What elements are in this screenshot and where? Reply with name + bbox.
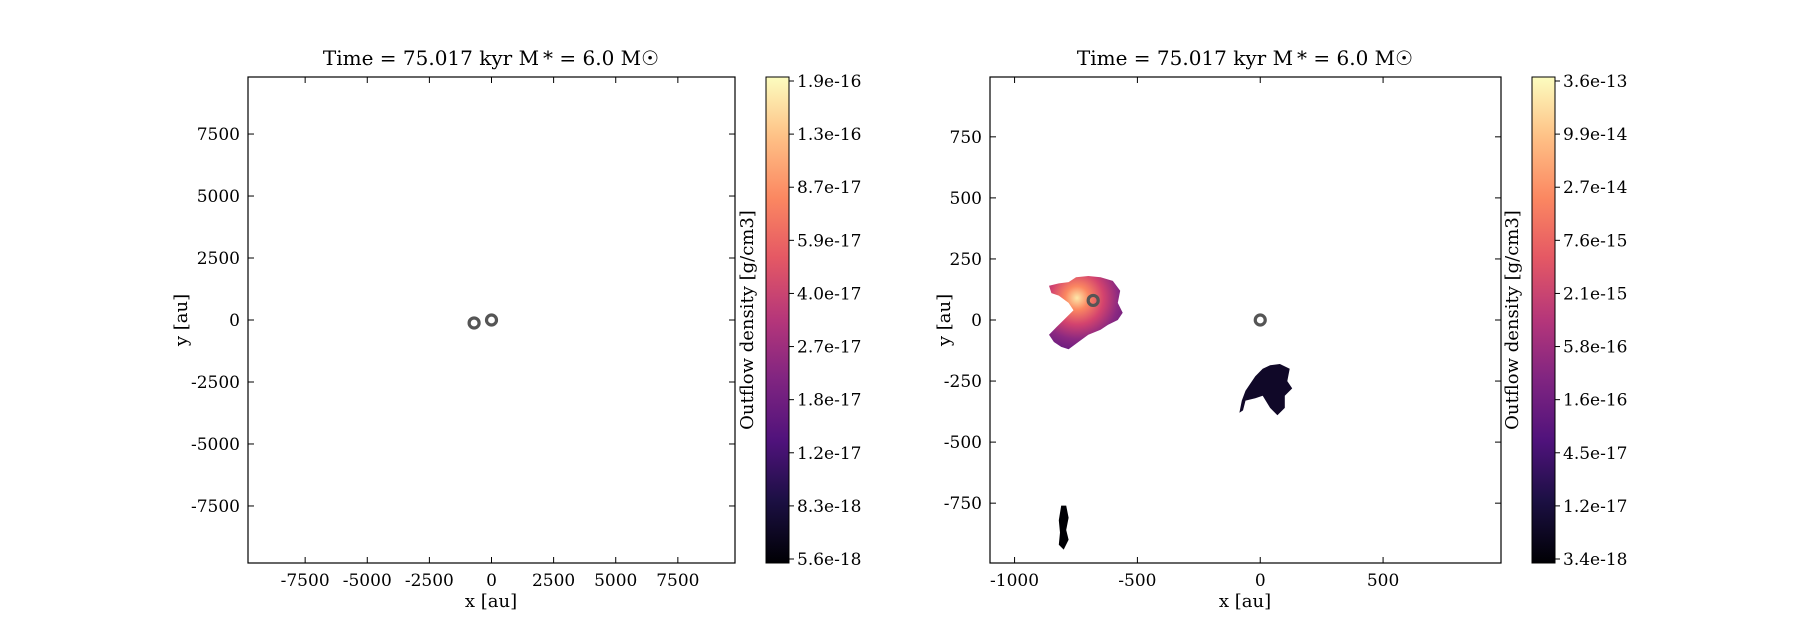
panel-2-colorbar-tick-label: 2.1e-15 bbox=[1563, 284, 1627, 304]
panel-1-ylabel: y [au] bbox=[171, 294, 192, 347]
panel-1-colorbar bbox=[765, 76, 790, 564]
panel-2-colorbar-tick-label: 3.6e-13 bbox=[1563, 72, 1627, 92]
panel-2-colorbar bbox=[1531, 76, 1556, 564]
panel-2-colorbar-tick-label: 7.6e-15 bbox=[1563, 231, 1627, 251]
panel-1-xtick-label: -7500 bbox=[281, 571, 330, 591]
panel-2-colorbar-ticks: 3.6e-13 9.9e-14 2.7e-14 7.6e-15 2.1e-15 5.8e-… bbox=[1555, 72, 1627, 570]
panel-1-colorbar-tick-label: 1.2e-17 bbox=[797, 444, 861, 464]
panel-2-xtick-label: 0 bbox=[1255, 571, 1266, 591]
panel-1-ticks: -7500 -5000 -2500 0 2500 5000 7500 7500 5000 2500… bbox=[191, 77, 735, 591]
panel-2-colorbar-tick-label: 2.7e-14 bbox=[1563, 178, 1627, 198]
sink-marker bbox=[1086, 293, 1100, 308]
panel-1-ytick-label: 7500 bbox=[197, 125, 240, 145]
panel-2-xtick-label: -1000 bbox=[990, 571, 1039, 591]
panel-1-xlabel: x [au] bbox=[465, 591, 517, 612]
panel-1-xtick-label: 5000 bbox=[594, 571, 637, 591]
panel-2-ytick-label: -500 bbox=[944, 433, 982, 453]
panel-2: Time = 75.017 kyr M * = 6.0 M☉ -1000 -500… bbox=[934, 46, 1627, 612]
panel-1-ytick-label: -2500 bbox=[191, 373, 240, 393]
panel-2-colorbar-tick-label: 3.4e-18 bbox=[1563, 550, 1627, 570]
panel-2-colorbar-tick-label: 9.9e-14 bbox=[1563, 125, 1627, 145]
sink-marker bbox=[484, 313, 499, 327]
panel-1-xtick-label: 7500 bbox=[656, 571, 699, 591]
panel-1-colorbar-tick-label: 2.7e-17 bbox=[797, 338, 861, 358]
panel-1-colorbar-tick-label: 4.0e-17 bbox=[797, 284, 861, 304]
panel-1-xtick-label: -5000 bbox=[343, 571, 392, 591]
panel-1-xtick-label: -2500 bbox=[405, 571, 454, 591]
panel-1-xtick-label: 2500 bbox=[532, 571, 575, 591]
panel-2-plot-frame bbox=[989, 76, 1502, 564]
panel-1-colorbar-label: Outflow density [g/cm3] bbox=[737, 210, 758, 430]
panel-2-ytick-label: 250 bbox=[950, 250, 982, 270]
panel-1-xtick-label: 0 bbox=[486, 571, 497, 591]
panel-2-xtick-label: 500 bbox=[1367, 571, 1399, 591]
panel-2-sinks bbox=[1086, 293, 1267, 327]
panel-2-ytick-label: 750 bbox=[950, 128, 982, 148]
panel-2-ytick-label: -250 bbox=[944, 372, 982, 392]
panel-2-ytick-label: 500 bbox=[950, 189, 982, 209]
panel-2-colorbar-tick-label: 5.8e-16 bbox=[1563, 338, 1627, 358]
panel-1-ytick-label: 2500 bbox=[197, 249, 240, 269]
panel-1-colorbar-tick-label: 1.3e-16 bbox=[797, 125, 861, 145]
sink-marker bbox=[1253, 313, 1267, 327]
panel-2-ylabel: y [au] bbox=[934, 294, 955, 347]
sink-marker bbox=[467, 316, 481, 330]
panel-1-colorbar-tick-label: 5.9e-17 bbox=[797, 231, 861, 251]
panel-1-colorbar-tick-label: 1.8e-17 bbox=[797, 391, 861, 411]
panel-2-colorbar-tick-label: 1.6e-16 bbox=[1563, 391, 1627, 411]
panel-1-ytick-label: -7500 bbox=[191, 497, 240, 517]
panel-1-colorbar-tick-label: 8.7e-17 bbox=[797, 178, 861, 198]
outflow-lobe-upper-left bbox=[1049, 276, 1123, 350]
panel-2-xlabel: x [au] bbox=[1219, 591, 1271, 612]
panel-1-ytick-label: 0 bbox=[229, 311, 240, 331]
panel-1-colorbar-ticks: 1.9e-16 1.3e-16 8.7e-17 5.9e-17 4.0e-17 2.7e-… bbox=[789, 72, 861, 570]
panel-1-plot-frame bbox=[247, 76, 736, 564]
panel-2-colorbar-tick-label: 4.5e-17 bbox=[1563, 444, 1627, 464]
panel-2-ticks: -1000 -500 0 500 750 500 250 0 -250 -500 -750 bbox=[944, 77, 1501, 591]
panel-1-colorbar-tick-label: 8.3e-18 bbox=[797, 497, 861, 517]
panel-2-ytick-label: 0 bbox=[971, 311, 982, 331]
panel-2-title: Time = 75.017 kyr M * = 6.0 M☉ bbox=[1077, 46, 1413, 70]
panel-2-regions bbox=[1049, 276, 1293, 550]
panel-2-ytick-label: -750 bbox=[944, 494, 982, 514]
panel-2-colorbar-tick-label: 1.2e-17 bbox=[1563, 497, 1627, 517]
outflow-lobe-lower-left bbox=[1058, 505, 1069, 550]
panel-1-ytick-label: -5000 bbox=[191, 435, 240, 455]
panel-1-sinks bbox=[467, 313, 499, 330]
panel-2-colorbar-label: Outflow density [g/cm3] bbox=[1502, 210, 1523, 430]
panel-1-colorbar-tick-label: 1.9e-16 bbox=[797, 72, 861, 92]
panel-1-title: Time = 75.017 kyr M * = 6.0 M☉ bbox=[323, 46, 659, 70]
panel-2-xtick-label: -500 bbox=[1118, 571, 1156, 591]
outflow-lobe-lower-right bbox=[1239, 364, 1293, 416]
panel-1-ytick-label: 5000 bbox=[197, 187, 240, 207]
panel-1: Time = 75.017 kyr M * = 6.0 M☉ -7500 -500… bbox=[171, 46, 861, 612]
panel-1-colorbar-tick-label: 5.6e-18 bbox=[797, 550, 861, 570]
